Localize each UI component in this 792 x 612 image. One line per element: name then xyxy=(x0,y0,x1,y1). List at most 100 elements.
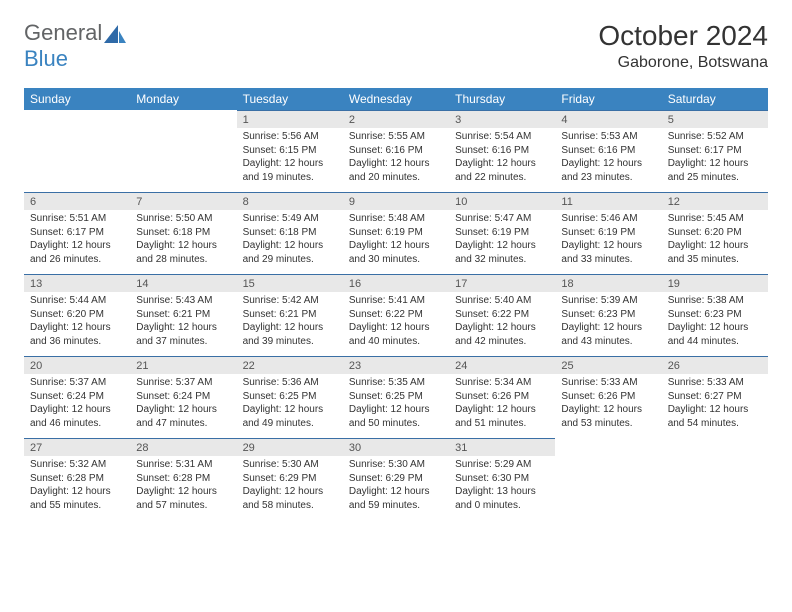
sunset-text: Sunset: 6:19 PM xyxy=(349,226,443,240)
daylight-text: Daylight: 12 hours and 36 minutes. xyxy=(30,321,124,348)
sunrise-text: Sunrise: 5:30 AM xyxy=(349,458,443,472)
daylight-text: Daylight: 12 hours and 54 minutes. xyxy=(668,403,762,430)
sunset-text: Sunset: 6:23 PM xyxy=(561,308,655,322)
calendar-cell: 6Sunrise: 5:51 AMSunset: 6:17 PMDaylight… xyxy=(24,192,130,274)
sunset-text: Sunset: 6:16 PM xyxy=(561,144,655,158)
sunrise-text: Sunrise: 5:35 AM xyxy=(349,376,443,390)
daylight-text: Daylight: 12 hours and 59 minutes. xyxy=(349,485,443,512)
day-number: 18 xyxy=(555,274,661,292)
calendar-cell: 8Sunrise: 5:49 AMSunset: 6:18 PMDaylight… xyxy=(237,192,343,274)
daylight-text: Daylight: 12 hours and 44 minutes. xyxy=(668,321,762,348)
sunrise-text: Sunrise: 5:44 AM xyxy=(30,294,124,308)
day-number: 23 xyxy=(343,356,449,374)
calendar-cell: 15Sunrise: 5:42 AMSunset: 6:21 PMDayligh… xyxy=(237,274,343,356)
day-details: Sunrise: 5:47 AMSunset: 6:19 PMDaylight:… xyxy=(449,210,555,270)
weekday-header: Friday xyxy=(555,88,661,110)
weekday-header: Tuesday xyxy=(237,88,343,110)
daylight-text: Daylight: 12 hours and 19 minutes. xyxy=(243,157,337,184)
logo-text: GeneralBlue xyxy=(24,20,126,72)
day-number: 14 xyxy=(130,274,236,292)
sunset-text: Sunset: 6:16 PM xyxy=(455,144,549,158)
daylight-text: Daylight: 12 hours and 33 minutes. xyxy=(561,239,655,266)
calendar-cell: 25Sunrise: 5:33 AMSunset: 6:26 PMDayligh… xyxy=(555,356,661,438)
day-number: 5 xyxy=(662,110,768,128)
daylight-text: Daylight: 12 hours and 22 minutes. xyxy=(455,157,549,184)
calendar-cell: 5Sunrise: 5:52 AMSunset: 6:17 PMDaylight… xyxy=(662,110,768,192)
sunrise-text: Sunrise: 5:49 AM xyxy=(243,212,337,226)
daylight-text: Daylight: 12 hours and 46 minutes. xyxy=(30,403,124,430)
calendar-cell: 22Sunrise: 5:36 AMSunset: 6:25 PMDayligh… xyxy=(237,356,343,438)
calendar-cell: 4Sunrise: 5:53 AMSunset: 6:16 PMDaylight… xyxy=(555,110,661,192)
logo-sail-icon xyxy=(104,25,126,43)
day-details: Sunrise: 5:51 AMSunset: 6:17 PMDaylight:… xyxy=(24,210,130,270)
sunrise-text: Sunrise: 5:32 AM xyxy=(30,458,124,472)
day-details: Sunrise: 5:31 AMSunset: 6:28 PMDaylight:… xyxy=(130,456,236,516)
day-number: 7 xyxy=(130,192,236,210)
weekday-header: Monday xyxy=(130,88,236,110)
day-number: 24 xyxy=(449,356,555,374)
day-details: Sunrise: 5:45 AMSunset: 6:20 PMDaylight:… xyxy=(662,210,768,270)
daylight-text: Daylight: 12 hours and 42 minutes. xyxy=(455,321,549,348)
calendar-row: 6Sunrise: 5:51 AMSunset: 6:17 PMDaylight… xyxy=(24,192,768,274)
sunrise-text: Sunrise: 5:53 AM xyxy=(561,130,655,144)
sunrise-text: Sunrise: 5:34 AM xyxy=(455,376,549,390)
sunset-text: Sunset: 6:29 PM xyxy=(243,472,337,486)
sunrise-text: Sunrise: 5:41 AM xyxy=(349,294,443,308)
sunrise-text: Sunrise: 5:45 AM xyxy=(668,212,762,226)
day-number: 31 xyxy=(449,438,555,456)
day-details: Sunrise: 5:48 AMSunset: 6:19 PMDaylight:… xyxy=(343,210,449,270)
calendar-cell: 11Sunrise: 5:46 AMSunset: 6:19 PMDayligh… xyxy=(555,192,661,274)
sunset-text: Sunset: 6:26 PM xyxy=(561,390,655,404)
logo-text-general: General xyxy=(24,20,102,45)
day-details: Sunrise: 5:39 AMSunset: 6:23 PMDaylight:… xyxy=(555,292,661,352)
daylight-text: Daylight: 12 hours and 37 minutes. xyxy=(136,321,230,348)
day-details: Sunrise: 5:37 AMSunset: 6:24 PMDaylight:… xyxy=(24,374,130,434)
day-number: 9 xyxy=(343,192,449,210)
day-details: Sunrise: 5:56 AMSunset: 6:15 PMDaylight:… xyxy=(237,128,343,188)
sunset-text: Sunset: 6:29 PM xyxy=(349,472,443,486)
calendar-cell xyxy=(130,110,236,192)
daylight-text: Daylight: 12 hours and 25 minutes. xyxy=(668,157,762,184)
daylight-text: Daylight: 12 hours and 58 minutes. xyxy=(243,485,337,512)
day-number: 6 xyxy=(24,192,130,210)
day-number: 22 xyxy=(237,356,343,374)
sunset-text: Sunset: 6:17 PM xyxy=(668,144,762,158)
sunset-text: Sunset: 6:26 PM xyxy=(455,390,549,404)
day-number: 26 xyxy=(662,356,768,374)
sunrise-text: Sunrise: 5:40 AM xyxy=(455,294,549,308)
day-number: 25 xyxy=(555,356,661,374)
day-number: 13 xyxy=(24,274,130,292)
daylight-text: Daylight: 12 hours and 35 minutes. xyxy=(668,239,762,266)
sunset-text: Sunset: 6:24 PM xyxy=(30,390,124,404)
sunrise-text: Sunrise: 5:46 AM xyxy=(561,212,655,226)
day-details: Sunrise: 5:33 AMSunset: 6:27 PMDaylight:… xyxy=(662,374,768,434)
weekday-header: Sunday xyxy=(24,88,130,110)
calendar-cell xyxy=(24,110,130,192)
daylight-text: Daylight: 12 hours and 49 minutes. xyxy=(243,403,337,430)
calendar-cell: 31Sunrise: 5:29 AMSunset: 6:30 PMDayligh… xyxy=(449,438,555,520)
sunrise-text: Sunrise: 5:50 AM xyxy=(136,212,230,226)
day-details: Sunrise: 5:34 AMSunset: 6:26 PMDaylight:… xyxy=(449,374,555,434)
location: Gaborone, Botswana xyxy=(598,54,768,72)
sunrise-text: Sunrise: 5:37 AM xyxy=(136,376,230,390)
calendar-cell: 10Sunrise: 5:47 AMSunset: 6:19 PMDayligh… xyxy=(449,192,555,274)
daylight-text: Daylight: 13 hours and 0 minutes. xyxy=(455,485,549,512)
daylight-text: Daylight: 12 hours and 26 minutes. xyxy=(30,239,124,266)
month-title: October 2024 xyxy=(598,20,768,52)
daylight-text: Daylight: 12 hours and 53 minutes. xyxy=(561,403,655,430)
sunset-text: Sunset: 6:21 PM xyxy=(136,308,230,322)
day-details: Sunrise: 5:30 AMSunset: 6:29 PMDaylight:… xyxy=(343,456,449,516)
day-number: 16 xyxy=(343,274,449,292)
daylight-text: Daylight: 12 hours and 28 minutes. xyxy=(136,239,230,266)
daylight-text: Daylight: 12 hours and 20 minutes. xyxy=(349,157,443,184)
daylight-text: Daylight: 12 hours and 30 minutes. xyxy=(349,239,443,266)
calendar-cell: 1Sunrise: 5:56 AMSunset: 6:15 PMDaylight… xyxy=(237,110,343,192)
calendar-cell: 26Sunrise: 5:33 AMSunset: 6:27 PMDayligh… xyxy=(662,356,768,438)
calendar-cell: 13Sunrise: 5:44 AMSunset: 6:20 PMDayligh… xyxy=(24,274,130,356)
day-details: Sunrise: 5:29 AMSunset: 6:30 PMDaylight:… xyxy=(449,456,555,516)
sunset-text: Sunset: 6:18 PM xyxy=(136,226,230,240)
calendar-cell: 30Sunrise: 5:30 AMSunset: 6:29 PMDayligh… xyxy=(343,438,449,520)
calendar-cell: 21Sunrise: 5:37 AMSunset: 6:24 PMDayligh… xyxy=(130,356,236,438)
weekday-header: Saturday xyxy=(662,88,768,110)
sunrise-text: Sunrise: 5:39 AM xyxy=(561,294,655,308)
